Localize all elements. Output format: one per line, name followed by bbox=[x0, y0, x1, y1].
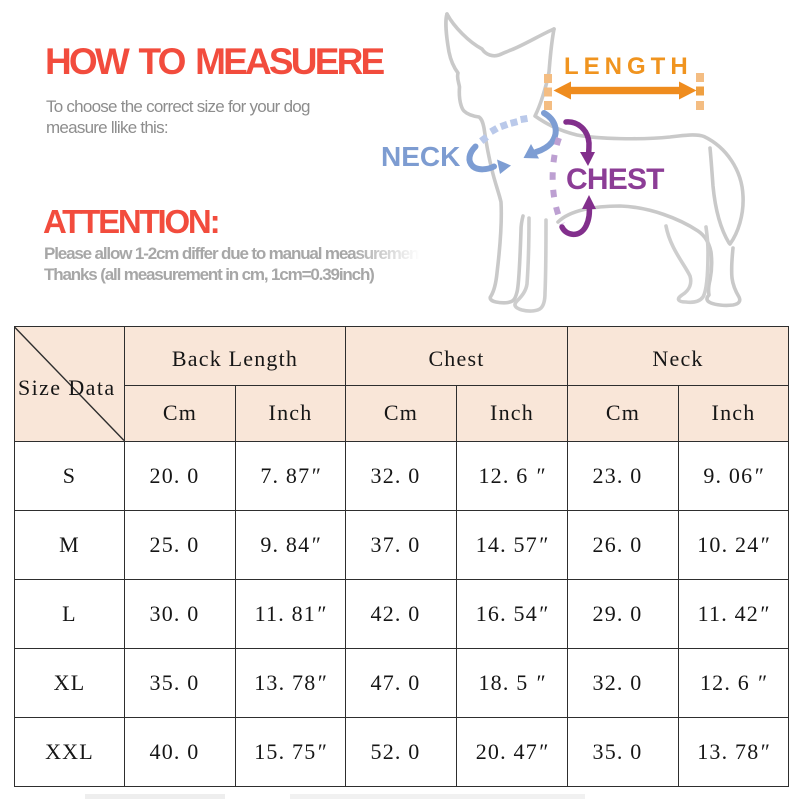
svg-text:Size Data: Size Data bbox=[18, 375, 116, 400]
